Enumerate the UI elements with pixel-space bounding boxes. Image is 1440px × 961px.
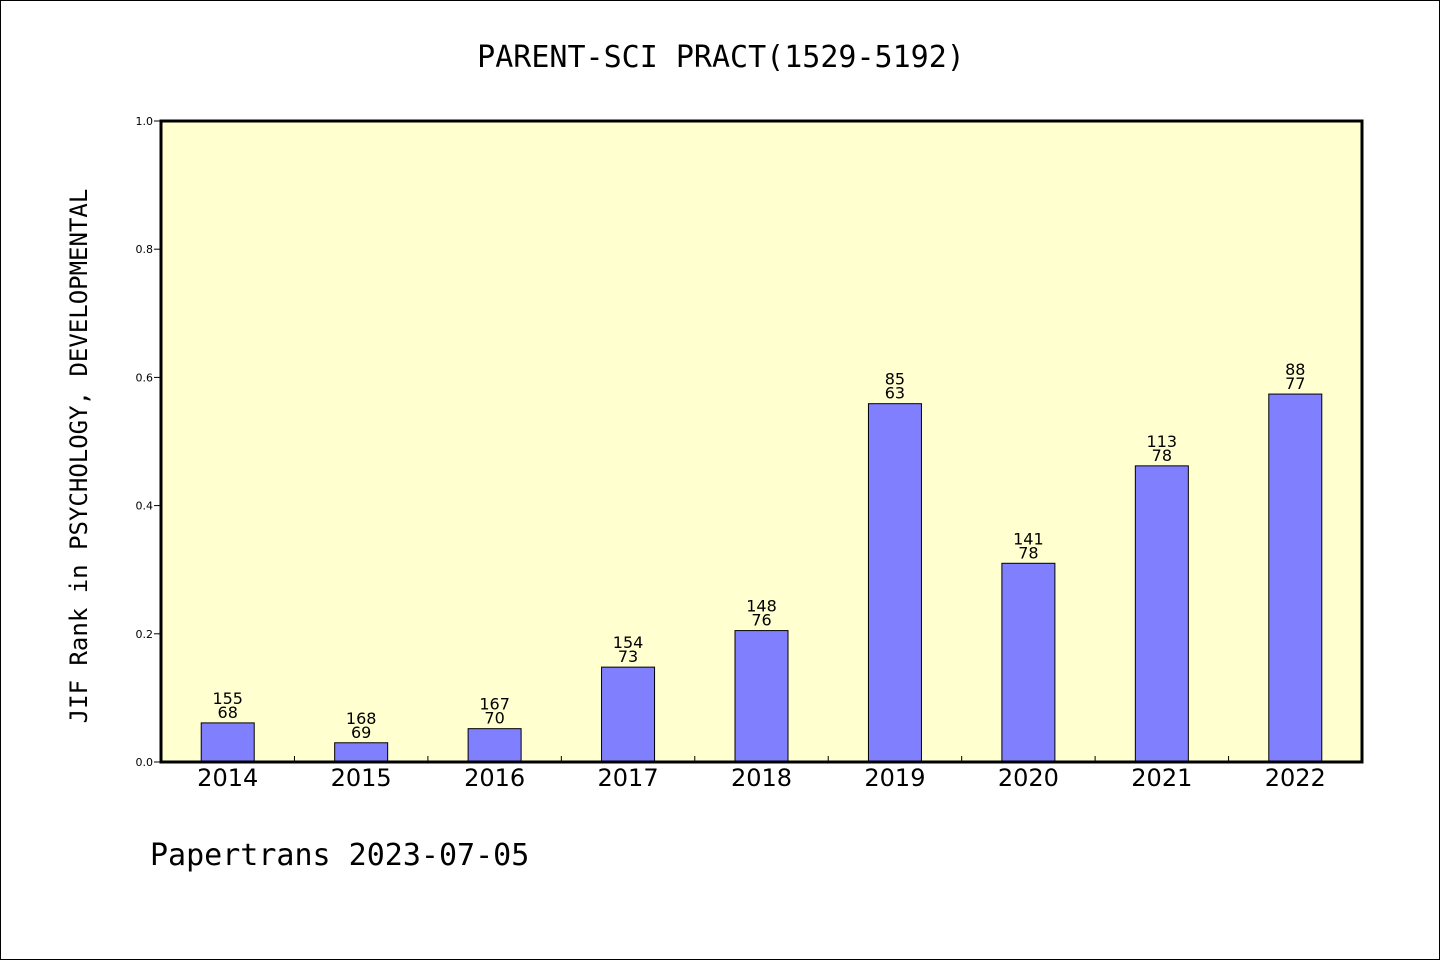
chart-title: PARENT-SCI PRACT(1529-5192) (477, 40, 965, 75)
bar-2021 (1134, 465, 1189, 763)
bar-2017 (601, 666, 656, 763)
y-tick-label: 1.0 (136, 115, 154, 128)
x-tick-label: 2017 (598, 764, 659, 792)
plot-border (159, 119, 1364, 764)
y-tick-label: 0.0 (136, 756, 154, 769)
x-tick-label: 2020 (998, 764, 1059, 792)
x-tick-label: 2019 (864, 764, 925, 792)
y-tick-label: 0.8 (136, 243, 154, 256)
bar-label-top: 88 (1285, 360, 1305, 379)
bar-label-bottom: 78 (1018, 543, 1038, 562)
bar-label-top: 85 (885, 370, 905, 389)
bar-2015 (334, 742, 389, 763)
bar-2018 (734, 630, 789, 763)
bar-2016 (467, 728, 522, 763)
y-axis-label: JIF Rank in PSYCHOLOGY, DEVELOPMENTAL (65, 189, 93, 724)
bar-2022 (1268, 393, 1323, 763)
bar-label-top: 168 (346, 709, 377, 728)
bar-label-top: 155 (212, 689, 243, 708)
bar-label-bottom: 78 (1152, 446, 1172, 465)
bar-label-top: 167 (479, 695, 510, 714)
x-tick-label: 2016 (464, 764, 525, 792)
x-tick-label: 2021 (1131, 764, 1192, 792)
bar-label-top: 113 (1147, 432, 1178, 451)
y-tick-label: 0.2 (136, 628, 154, 641)
x-tick-label: 2022 (1265, 764, 1326, 792)
bar-label-bottom: 76 (751, 611, 771, 630)
bar-label-bottom: 73 (618, 647, 638, 666)
footer-credit: Papertrans 2023-07-05 (150, 838, 529, 873)
y-tick-label: 0.6 (136, 371, 154, 384)
bar-label-bottom: 77 (1285, 374, 1305, 393)
x-tick-label: 2014 (197, 764, 258, 792)
bar-label-top: 148 (746, 597, 777, 616)
x-tick-label: 2015 (331, 764, 392, 792)
x-tick-label: 2018 (731, 764, 792, 792)
bar-label-bottom: 69 (351, 723, 371, 742)
bar-label-bottom: 68 (218, 703, 238, 722)
bar-2019 (867, 403, 922, 763)
bar-2020 (1001, 562, 1056, 763)
y-tick-label: 0.4 (136, 500, 154, 513)
bar-label-bottom: 70 (484, 709, 504, 728)
bar-label-top: 141 (1013, 529, 1044, 548)
bar-label-top: 154 (613, 633, 644, 652)
bar-2014 (200, 722, 255, 763)
bar-label-bottom: 63 (885, 384, 905, 403)
